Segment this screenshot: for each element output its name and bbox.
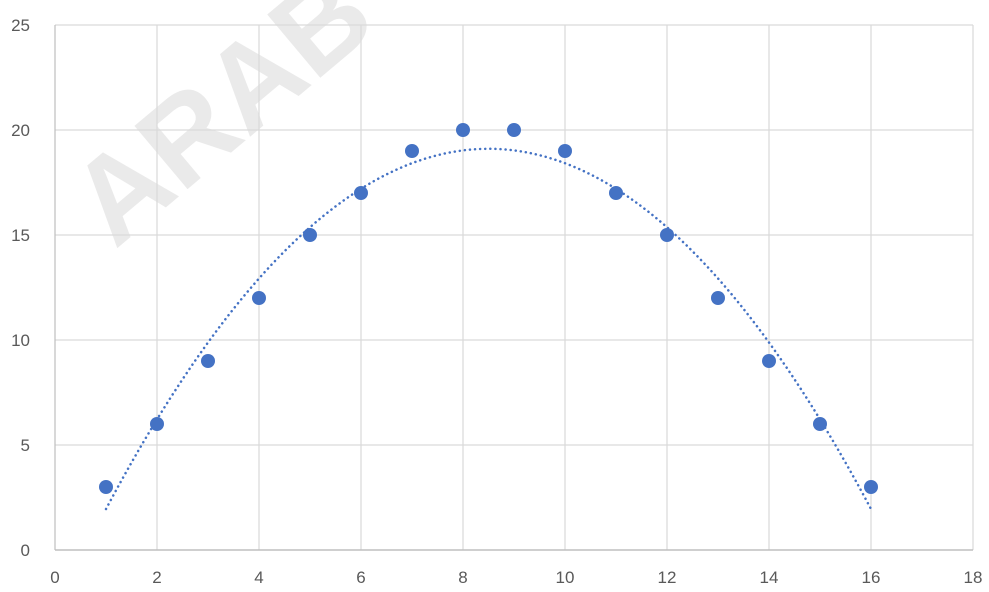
x-tick-label: 12 bbox=[658, 568, 677, 587]
data-point bbox=[813, 417, 827, 431]
y-tick-label: 20 bbox=[11, 121, 30, 140]
y-tick-label: 25 bbox=[11, 16, 30, 35]
data-points bbox=[99, 123, 878, 494]
data-point bbox=[303, 228, 317, 242]
data-point bbox=[609, 186, 623, 200]
trendline-layer bbox=[104, 147, 873, 511]
data-point bbox=[150, 417, 164, 431]
y-tick-label: 0 bbox=[21, 541, 30, 560]
y-tick-label: 5 bbox=[21, 436, 30, 455]
x-tick-label: 10 bbox=[556, 568, 575, 587]
data-point bbox=[762, 354, 776, 368]
data-point bbox=[660, 228, 674, 242]
y-tick-label: 10 bbox=[11, 331, 30, 350]
x-tick-label: 4 bbox=[254, 568, 263, 587]
x-tick-label: 16 bbox=[862, 568, 881, 587]
data-point bbox=[864, 480, 878, 494]
x-tick-label: 2 bbox=[152, 568, 161, 587]
data-point bbox=[711, 291, 725, 305]
x-tick-label: 18 bbox=[964, 568, 983, 587]
data-point bbox=[456, 123, 470, 137]
data-point bbox=[354, 186, 368, 200]
tick-labels: 0 2 4 6 8 10 12 14 16 18 0 5 10 15 20 25 bbox=[11, 16, 982, 587]
axes bbox=[54, 25, 973, 551]
data-point bbox=[405, 144, 419, 158]
data-point bbox=[99, 480, 113, 494]
trendline bbox=[104, 147, 873, 511]
data-point bbox=[201, 354, 215, 368]
data-point bbox=[507, 123, 521, 137]
data-point bbox=[252, 291, 266, 305]
x-tick-label: 8 bbox=[458, 568, 467, 587]
watermark-text: ARAB bbox=[46, 0, 398, 270]
data-point bbox=[558, 144, 572, 158]
x-tick-label: 6 bbox=[356, 568, 365, 587]
y-tick-label: 15 bbox=[11, 226, 30, 245]
x-tick-label: 0 bbox=[50, 568, 59, 587]
x-tick-label: 14 bbox=[760, 568, 779, 587]
